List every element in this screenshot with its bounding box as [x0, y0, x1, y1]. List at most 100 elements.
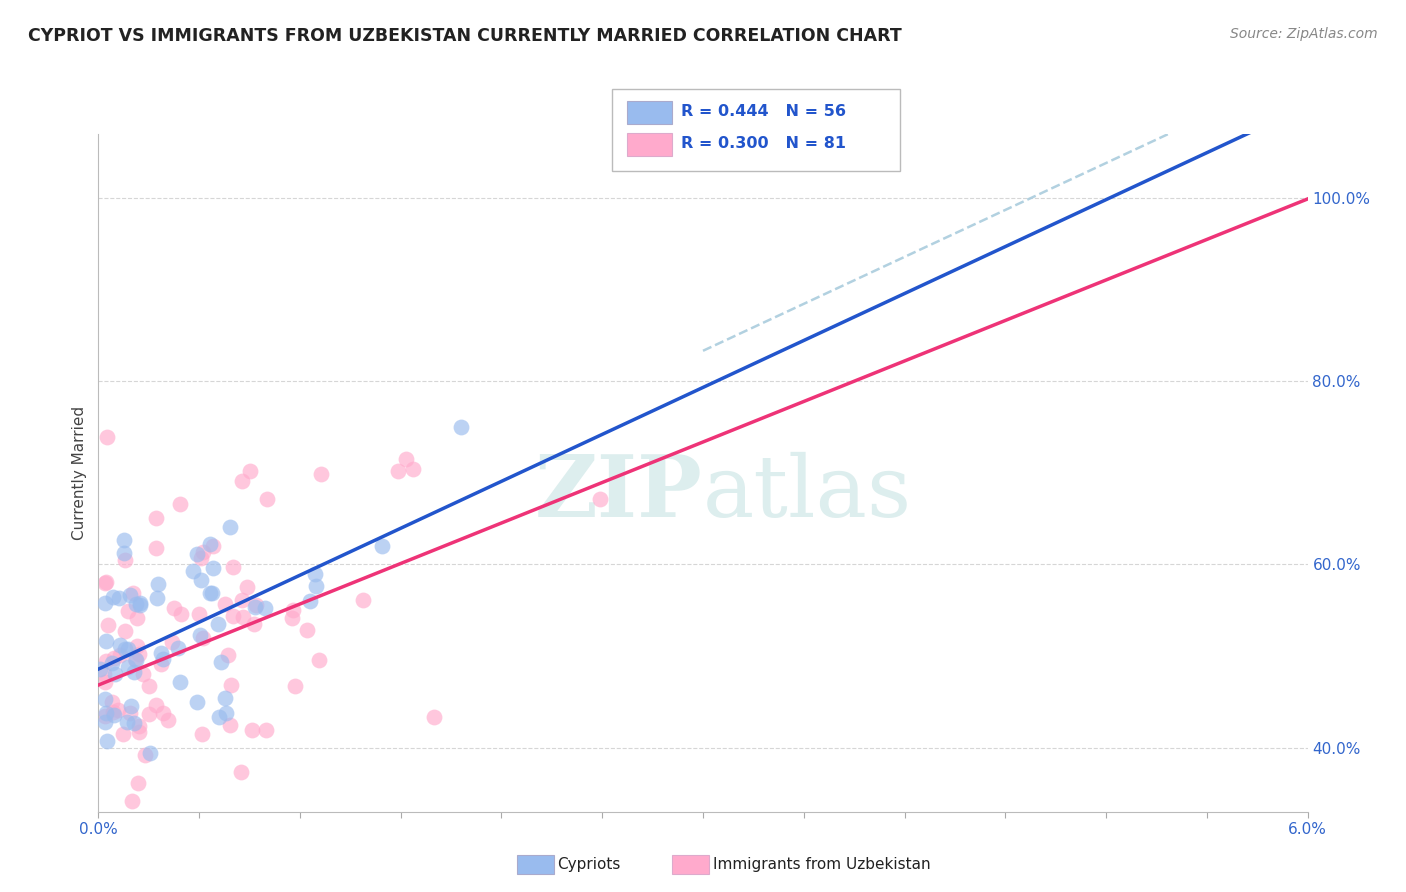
- Point: [202, 539, 225, 553]
- Point: [231, 764, 253, 779]
- Point: [122, 715, 145, 730]
- Point: [145, 511, 167, 525]
- Point: [138, 746, 160, 760]
- Point: [163, 830, 186, 844]
- Point: [283, 679, 305, 693]
- Point: [299, 594, 322, 608]
- Point: [395, 451, 418, 466]
- Point: [103, 650, 125, 665]
- Point: [152, 706, 174, 721]
- Point: [240, 723, 263, 738]
- Point: [157, 713, 180, 727]
- Text: Source: ZipAtlas.com: Source: ZipAtlas.com: [1230, 27, 1378, 41]
- Point: [193, 632, 215, 646]
- Point: [236, 580, 259, 594]
- Point: [121, 794, 143, 808]
- Point: [450, 420, 472, 434]
- Point: [219, 519, 242, 533]
- Point: [187, 607, 209, 622]
- Point: [120, 832, 142, 847]
- Point: [101, 656, 124, 670]
- Point: [281, 603, 304, 617]
- Point: [94, 596, 117, 610]
- Point: [117, 604, 139, 618]
- Point: [231, 593, 253, 607]
- Point: [243, 616, 266, 631]
- Text: ZIP: ZIP: [536, 451, 703, 535]
- Point: [215, 706, 238, 721]
- Point: [96, 706, 118, 720]
- Point: [402, 462, 425, 476]
- Point: [208, 710, 231, 724]
- Point: [97, 618, 120, 632]
- Point: [188, 627, 211, 641]
- Text: Immigrants from Uzbekistan: Immigrants from Uzbekistan: [713, 857, 931, 871]
- Point: [114, 553, 136, 567]
- Point: [214, 690, 236, 705]
- Point: [118, 588, 141, 602]
- Point: [118, 706, 141, 720]
- Point: [114, 641, 136, 656]
- Point: [197, 816, 219, 830]
- Point: [122, 665, 145, 679]
- Point: [190, 573, 212, 587]
- Point: [190, 727, 212, 741]
- Point: [254, 723, 277, 737]
- Point: [219, 718, 242, 732]
- Point: [108, 638, 131, 652]
- Point: [114, 624, 136, 639]
- Point: [94, 574, 117, 589]
- Text: CYPRIOT VS IMMIGRANTS FROM UZBEKISTAN CURRENTLY MARRIED CORRELATION CHART: CYPRIOT VS IMMIGRANTS FROM UZBEKISTAN CU…: [28, 27, 901, 45]
- Point: [169, 674, 191, 689]
- Point: [128, 648, 150, 662]
- Point: [193, 545, 215, 559]
- Point: [138, 707, 160, 722]
- Point: [134, 747, 156, 762]
- Point: [93, 666, 115, 681]
- Point: [124, 651, 146, 665]
- Point: [125, 597, 148, 611]
- Point: [127, 775, 149, 789]
- Point: [127, 611, 149, 625]
- Y-axis label: Currently Married: Currently Married: [72, 406, 87, 540]
- Point: [371, 539, 394, 553]
- Point: [145, 698, 167, 713]
- Text: R = 0.444   N = 56: R = 0.444 N = 56: [681, 104, 845, 119]
- Point: [149, 647, 172, 661]
- Point: [94, 692, 117, 706]
- Point: [150, 657, 173, 671]
- Point: [232, 610, 254, 624]
- Point: [198, 537, 221, 551]
- Point: [138, 679, 160, 693]
- Point: [308, 653, 330, 667]
- Point: [107, 703, 129, 717]
- Point: [112, 533, 135, 547]
- Point: [101, 695, 124, 709]
- Text: R = 0.300   N = 81: R = 0.300 N = 81: [681, 136, 845, 151]
- Point: [163, 601, 186, 615]
- Point: [96, 654, 118, 668]
- Point: [107, 591, 129, 606]
- Point: [207, 616, 229, 631]
- Point: [309, 467, 332, 482]
- Point: [128, 718, 150, 732]
- Point: [132, 666, 155, 681]
- Point: [169, 607, 191, 622]
- Point: [96, 430, 118, 444]
- Point: [128, 724, 150, 739]
- Point: [231, 474, 253, 488]
- Point: [245, 598, 267, 612]
- Point: [115, 714, 138, 729]
- Point: [122, 586, 145, 600]
- Point: [198, 585, 221, 599]
- Point: [94, 575, 117, 590]
- Point: [112, 727, 135, 741]
- Text: Cypriots: Cypriots: [557, 857, 620, 871]
- Point: [152, 651, 174, 665]
- Point: [352, 592, 374, 607]
- Point: [94, 709, 117, 723]
- Point: [104, 666, 127, 681]
- Point: [304, 566, 326, 581]
- Point: [160, 634, 183, 648]
- Point: [145, 541, 167, 555]
